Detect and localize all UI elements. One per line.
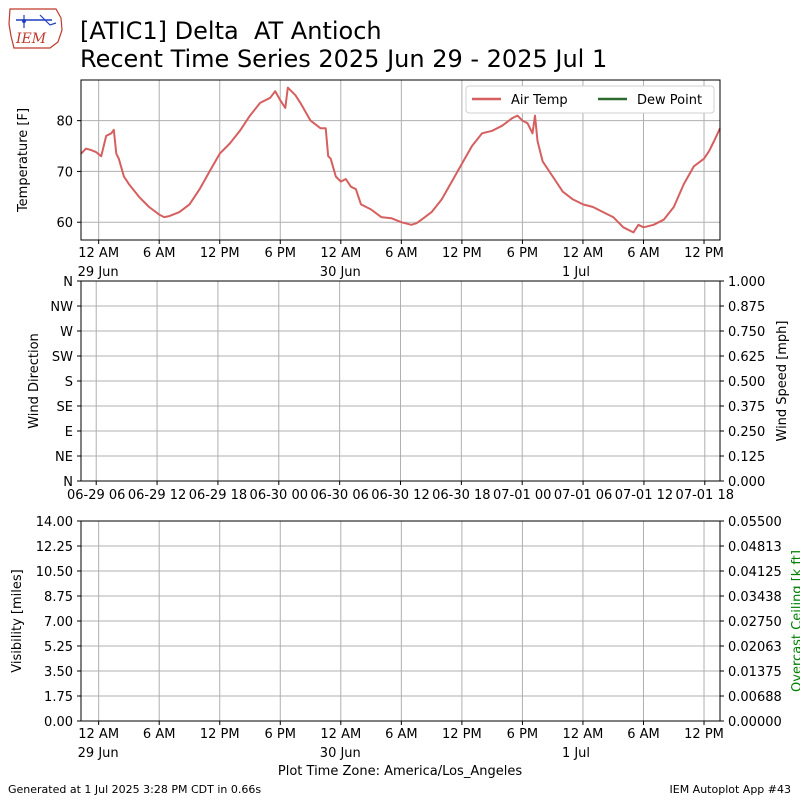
- legend-entry-label: Air Temp: [511, 93, 568, 108]
- temp-axes-frame: [80, 79, 721, 241]
- wind-speed-tick-label: 1.000: [728, 275, 765, 290]
- visibility-tick-label: 3.50: [44, 665, 73, 680]
- wind-x-tick-label: 06-29 06: [67, 488, 125, 503]
- wind-x-tick-label: 06-30 12: [371, 488, 429, 503]
- visibility-tick-label: 14.00: [36, 515, 73, 530]
- temp-y-tick-label: 60: [56, 216, 73, 231]
- temp-x-tick-label: 6 AM: [143, 246, 176, 261]
- wind-x-tick-label: 06-30 06: [310, 488, 368, 503]
- ceiling-tick-label: 0.00688: [728, 690, 782, 705]
- ceiling-tick-label: 0.00000: [728, 715, 782, 730]
- vis-x-date-label: 30 Jun: [320, 746, 361, 761]
- temp-x-date-label: 29 Jun: [78, 265, 119, 280]
- wind-speed-tick-label: 0.000: [728, 475, 765, 490]
- wind-axes-frame: [80, 280, 721, 482]
- temp-x-date-label: 1 Jul: [562, 265, 590, 280]
- wind-direction-tick-label: SE: [57, 400, 73, 415]
- svg-text:IEM: IEM: [15, 31, 47, 47]
- ceiling-tick-label: 0.03438: [728, 590, 782, 605]
- air-temp-line: [80, 86, 721, 234]
- vis-x-tick-label: 12 AM: [320, 727, 361, 742]
- ceiling-axis-label: Overcast Ceiling [k ft]: [790, 550, 800, 692]
- wind-direction-tick-label: N: [63, 475, 73, 490]
- app-footer: IEM Autoplot App #43: [669, 783, 792, 796]
- iem-logo: IEM: [6, 6, 66, 50]
- wind-direction-tick-label: NW: [50, 300, 73, 315]
- ceiling-tick-label: 0.01375: [728, 665, 782, 680]
- wind-speed-tick-label: 0.125: [728, 450, 765, 465]
- generated-footer: Generated at 1 Jul 2025 3:28 PM CDT in 0…: [8, 783, 262, 796]
- wind-speed-tick-label: 0.250: [728, 425, 765, 440]
- temp-x-tick-label: 12 AM: [320, 246, 361, 261]
- wind-x-tick-label: 06-29 12: [128, 488, 186, 503]
- visibility-tick-label: 10.50: [36, 565, 73, 580]
- vis-x-date-label: 1 Jul: [562, 746, 590, 761]
- chart-title: [ATIC1] Delta AT Antioch: [80, 17, 382, 45]
- visibility-tick-label: 1.75: [44, 690, 73, 705]
- temp-x-tick-label: 6 PM: [265, 246, 296, 261]
- vis-x-tick-label: 6 PM: [265, 727, 296, 742]
- vis-x-date-label: 29 Jun: [78, 746, 119, 761]
- ceiling-tick-label: 0.04813: [728, 540, 782, 555]
- temp-y-tick-label: 70: [56, 165, 73, 180]
- ceiling-tick-label: 0.04125: [728, 565, 782, 580]
- wind-direction-tick-label: S: [65, 375, 73, 390]
- vis-x-tick-label: 12 PM: [684, 727, 724, 742]
- legend-entry-label: Dew Point: [637, 93, 702, 108]
- wind-direction-axis-label: Wind Direction: [27, 333, 42, 429]
- wind-x-tick-label: 06-29 18: [189, 488, 247, 503]
- wind-x-tick-label: 06-30 18: [432, 488, 490, 503]
- wind-speed-tick-label: 0.375: [728, 400, 765, 415]
- vis-x-tick-label: 12 PM: [200, 727, 240, 742]
- wind-direction-tick-label: E: [65, 425, 73, 440]
- temp-x-tick-label: 12 PM: [442, 246, 482, 261]
- wind-x-tick-label: 07-01 18: [676, 488, 734, 503]
- temp-y-axis-label: Temperature [F]: [16, 108, 31, 213]
- legend-box: [465, 85, 715, 114]
- visibility-tick-label: 0.00: [44, 715, 73, 730]
- ceiling-tick-label: 0.05500: [728, 515, 782, 530]
- temp-x-tick-label: 12 AM: [78, 246, 119, 261]
- vis-x-tick-label: 6 AM: [627, 727, 660, 742]
- vis-x-tick-label: 12 PM: [442, 727, 482, 742]
- temp-y-tick-label: 80: [56, 115, 73, 130]
- temp-x-tick-label: 12 PM: [200, 246, 240, 261]
- visibility-tick-label: 8.75: [44, 590, 73, 605]
- wind-speed-tick-label: 0.750: [728, 325, 765, 340]
- visibility-tick-label: 7.00: [44, 615, 73, 630]
- temp-x-date-label: 30 Jun: [320, 265, 361, 280]
- wind-direction-tick-label: W: [60, 325, 73, 340]
- wind-x-tick-label: 07-01 00: [493, 488, 551, 503]
- visibility-tick-label: 12.25: [36, 540, 73, 555]
- wind-direction-tick-label: NE: [55, 450, 73, 465]
- wind-x-tick-label: 06-30 00: [250, 488, 308, 503]
- temp-x-tick-label: 12 PM: [684, 246, 724, 261]
- ceiling-tick-label: 0.02750: [728, 615, 782, 630]
- vis-x-tick-label: 12 AM: [78, 727, 119, 742]
- temp-x-tick-label: 6 AM: [627, 246, 660, 261]
- wind-speed-axis-label: Wind Speed [mph]: [775, 321, 790, 442]
- wind-direction-tick-label: N: [63, 275, 73, 290]
- ceiling-tick-label: 0.02063: [728, 640, 782, 655]
- chart-subtitle: Recent Time Series 2025 Jun 29 - 2025 Ju…: [80, 45, 608, 73]
- vis-x-tick-label: 6 PM: [507, 727, 538, 742]
- wind-speed-tick-label: 0.500: [728, 375, 765, 390]
- temp-x-tick-label: 12 AM: [563, 246, 604, 261]
- vis-x-tick-label: 12 AM: [563, 727, 604, 742]
- wind-direction-tick-label: SW: [52, 350, 73, 365]
- x-axis-label: Plot Time Zone: America/Los_Angeles: [277, 764, 523, 779]
- wind-x-tick-label: 07-01 06: [554, 488, 612, 503]
- visibility-axis-label: Visibility [miles]: [10, 569, 25, 672]
- vis-x-tick-label: 6 AM: [385, 727, 418, 742]
- wind-x-tick-label: 07-01 12: [615, 488, 673, 503]
- vis-axes-frame: [80, 520, 721, 722]
- temp-x-tick-label: 6 PM: [507, 246, 538, 261]
- wind-speed-tick-label: 0.625: [728, 350, 765, 365]
- vis-x-tick-label: 6 AM: [143, 727, 176, 742]
- visibility-tick-label: 5.25: [44, 640, 73, 655]
- wind-speed-tick-label: 0.875: [728, 300, 765, 315]
- temp-x-tick-label: 6 AM: [385, 246, 418, 261]
